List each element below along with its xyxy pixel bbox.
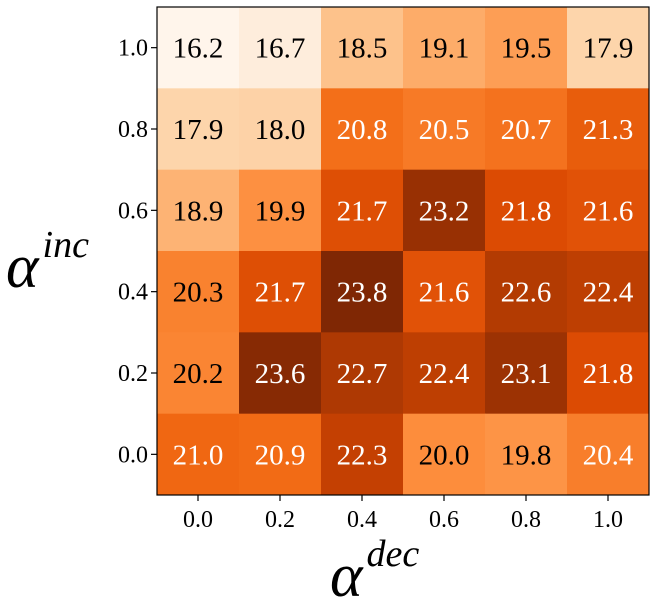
cell-value-label: 17.9 (583, 33, 634, 65)
y-tick-label: 0.0 (118, 442, 148, 468)
heatmap-cell (157, 7, 240, 89)
cell-value-label: 20.5 (419, 114, 470, 146)
heatmap-cell (567, 88, 650, 171)
cell-value-label: 19.8 (501, 439, 552, 471)
cell-value-label: 19.5 (501, 33, 552, 65)
heatmap-cells: 16.2 16.7 18.5 19.1 19.5 17.9 17.9 18.0 20.8 20.5… (157, 7, 650, 496)
cell-value-label: 19.9 (255, 195, 306, 227)
y-tick-label: 1.0 (118, 36, 148, 62)
cell-value-label: 22.6 (501, 277, 552, 309)
heatmap-cell (321, 413, 404, 496)
x-axis-title-superscript: dec (367, 533, 420, 575)
cell-value-label: 21.6 (583, 195, 634, 227)
cell-value-label: 20.0 (419, 439, 470, 471)
cell-value-label: 20.7 (501, 114, 552, 146)
cell-value-label: 23.1 (501, 358, 552, 390)
heatmap-cell (321, 7, 404, 89)
cell-value-label: 23.6 (255, 358, 306, 390)
heatmap-cell (403, 7, 486, 89)
heatmap-cell (403, 251, 486, 333)
cell-value-label: 21.7 (255, 277, 306, 309)
heatmap-cell (239, 7, 322, 89)
heatmap-cell (403, 332, 486, 415)
cell-value-label: 18.9 (173, 195, 224, 227)
heatmap-cell (485, 413, 568, 496)
cell-value-label: 22.4 (419, 358, 470, 390)
heatmap-cell (567, 251, 650, 333)
cell-value-label: 22.4 (583, 277, 634, 309)
heatmap-cell (321, 169, 404, 252)
heatmap-cell (485, 332, 568, 415)
heatmap-cell (485, 88, 568, 171)
cell-value-label: 20.2 (173, 358, 224, 390)
x-axis-title-symbol: α (330, 542, 364, 604)
cell-value-label: 21.8 (583, 358, 634, 390)
cell-value-label: 23.8 (337, 277, 388, 309)
heatmap-cell (239, 88, 322, 171)
heatmap-cell (567, 332, 650, 415)
x-tick-label: 0.8 (511, 507, 541, 533)
y-tick-label: 0.4 (118, 280, 148, 306)
x-axis-title: α dec (330, 533, 419, 604)
x-tick-label: 1.0 (593, 507, 623, 533)
heatmap-cell (321, 88, 404, 171)
y-tick-label: 0.8 (118, 117, 148, 143)
plot-frame (156, 6, 650, 496)
cell-value-label: 21.7 (337, 195, 388, 227)
heatmap-cell (485, 7, 568, 89)
heatmap-cell (403, 169, 486, 252)
cell-value-label: 22.7 (337, 358, 388, 390)
heatmap-cell (321, 251, 404, 333)
y-tick-label: 0.6 (118, 198, 148, 224)
heatmap-cell (239, 169, 322, 252)
heatmap-cell (157, 332, 240, 415)
cell-value-label: 21.6 (419, 277, 470, 309)
cell-value-label: 20.9 (255, 439, 306, 471)
cell-value-label: 23.2 (419, 195, 470, 227)
heatmap-cell (157, 251, 240, 333)
cell-value-label: 17.9 (173, 114, 224, 146)
heatmap-cell (157, 169, 240, 252)
heatmap-cell (239, 251, 322, 333)
cell-value-label: 22.3 (337, 439, 388, 471)
cell-value-label: 18.5 (337, 33, 388, 65)
x-tick-label: 0.4 (347, 507, 377, 533)
y-axis: 1.0 0.8 0.6 0.4 0.2 0.0 (118, 36, 157, 468)
x-axis: 0.0 0.2 0.4 0.6 0.8 1.0 (183, 495, 623, 533)
cell-value-label: 20.4 (583, 439, 634, 471)
heatmap-cell (567, 169, 650, 252)
cell-value-label: 18.0 (255, 114, 306, 146)
cell-value-label: 19.1 (419, 33, 470, 65)
y-axis-title: α inc (6, 224, 89, 301)
heatmap-cell (567, 7, 650, 89)
cell-value-label: 21.8 (501, 195, 552, 227)
x-tick-label: 0.2 (265, 507, 295, 533)
heatmap-cell (239, 332, 322, 415)
heatmap-cell (485, 251, 568, 333)
cell-value-label: 21.3 (583, 114, 634, 146)
heatmap-cell (403, 413, 486, 496)
cell-value-label: 20.8 (337, 114, 388, 146)
heatmap-cell (567, 413, 650, 496)
cell-value-label: 16.2 (173, 33, 224, 65)
x-tick-label: 0.6 (429, 507, 459, 533)
heatmap-cell (157, 413, 240, 496)
heatmap-cell (403, 88, 486, 171)
cell-value-label: 21.0 (173, 439, 224, 471)
y-axis-title-symbol: α (6, 233, 40, 301)
y-axis-title-superscript: inc (43, 224, 90, 266)
heatmap-cell (239, 413, 322, 496)
x-tick-label: 0.0 (183, 507, 213, 533)
cell-value-label: 20.3 (173, 277, 224, 309)
heatmap-cell (157, 88, 240, 171)
cell-value-label: 16.7 (255, 33, 306, 65)
heatmap-cell (485, 169, 568, 252)
heatmap-cell (321, 332, 404, 415)
y-tick-label: 0.2 (118, 361, 148, 387)
